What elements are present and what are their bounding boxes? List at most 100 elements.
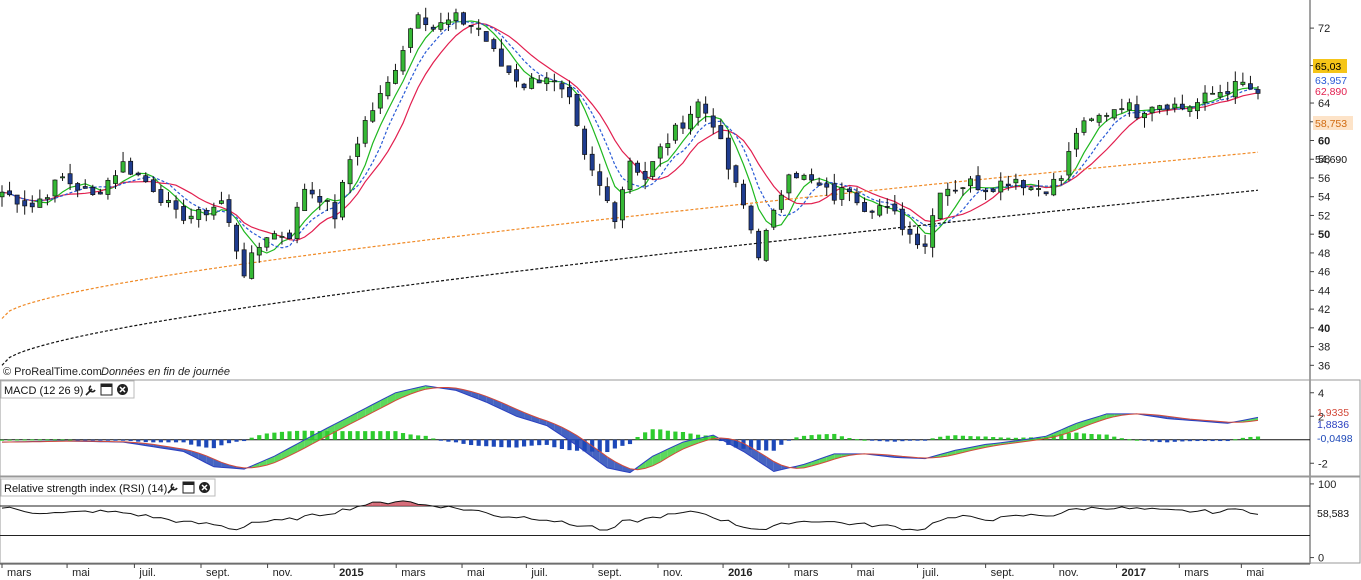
macd-histogram-bar bbox=[120, 439, 126, 441]
candle bbox=[113, 170, 118, 189]
candle bbox=[680, 115, 686, 134]
macd-histogram-bar bbox=[1248, 436, 1253, 440]
candle bbox=[0, 185, 5, 207]
candle bbox=[362, 116, 368, 148]
candle bbox=[1066, 142, 1072, 181]
macd-fill-segment bbox=[834, 453, 842, 460]
candle bbox=[582, 125, 588, 160]
candle bbox=[718, 119, 724, 140]
macd-histogram-bar bbox=[7, 439, 12, 441]
price-axis-tick-label: 36 bbox=[1318, 360, 1330, 372]
candle bbox=[1210, 86, 1216, 95]
candle bbox=[612, 200, 618, 229]
macd-histogram-bar bbox=[832, 433, 837, 440]
candle bbox=[377, 85, 383, 114]
macd-histogram-bar bbox=[15, 439, 20, 441]
macd-histogram-bar bbox=[393, 431, 398, 440]
macd-histogram-bar bbox=[741, 439, 746, 449]
macd-header: MACD (12 26 9) bbox=[0, 380, 135, 399]
macd-histogram-bar bbox=[476, 439, 481, 446]
candle bbox=[181, 199, 187, 225]
candle bbox=[188, 208, 194, 224]
candle bbox=[423, 7, 429, 32]
rsi-close-icon[interactable] bbox=[199, 482, 210, 493]
candle bbox=[710, 108, 716, 135]
macd-histogram-bar bbox=[431, 438, 436, 440]
candle bbox=[476, 19, 482, 37]
rsi-overbought-area bbox=[387, 501, 396, 506]
macd-histogram-bar bbox=[1059, 433, 1064, 440]
candle bbox=[733, 164, 739, 188]
rsi-window-icon[interactable] bbox=[182, 481, 195, 494]
candle bbox=[44, 194, 50, 206]
candle bbox=[7, 181, 12, 197]
last-close-value: 65,03 bbox=[1315, 61, 1341, 73]
candle bbox=[90, 184, 96, 196]
candle bbox=[854, 187, 860, 206]
candle bbox=[952, 180, 958, 194]
candle bbox=[105, 177, 111, 200]
macd-histogram-bar bbox=[105, 439, 111, 441]
macd-fill-segment bbox=[259, 459, 267, 467]
macd-close-icon[interactable] bbox=[117, 384, 128, 395]
macd-histogram-bar bbox=[438, 439, 443, 441]
macd-signal-line bbox=[1, 387, 1259, 471]
macd-histogram-bar bbox=[416, 435, 421, 440]
macd-axis-tick-label: 2 bbox=[1318, 411, 1324, 423]
candle bbox=[1157, 104, 1163, 114]
macd-histogram-bar bbox=[279, 431, 285, 440]
candle bbox=[52, 179, 58, 203]
macd-histogram-bar bbox=[234, 439, 239, 442]
macd-histogram-bar bbox=[211, 439, 216, 449]
macd-label: MACD (12 26 9) bbox=[4, 385, 83, 397]
macd-fill-segment bbox=[645, 456, 653, 469]
price-axis-tick-label: 46 bbox=[1318, 267, 1330, 279]
candle bbox=[203, 207, 209, 222]
candle bbox=[983, 187, 989, 200]
macd-fill-segment bbox=[614, 461, 623, 472]
price-axis-tick-label: 52 bbox=[1318, 210, 1330, 222]
candle bbox=[1172, 97, 1178, 113]
time-axis: mars mai juil. sept. nov. 2015 mars mai juil. sep… bbox=[0, 563, 1310, 579]
candle bbox=[468, 25, 474, 34]
price-axis-tick-label: 42 bbox=[1318, 304, 1330, 316]
macd-histogram-bar bbox=[718, 439, 723, 442]
time-tick-label: mars bbox=[794, 567, 819, 579]
price-axis-tick-label: 64 bbox=[1318, 98, 1330, 110]
macd-fill-segment bbox=[690, 438, 699, 446]
macd-histogram-bar bbox=[1097, 434, 1102, 440]
candle bbox=[1232, 71, 1238, 104]
macd-histogram-bar bbox=[506, 439, 512, 448]
time-tick-label: nov. bbox=[1059, 567, 1079, 579]
macd-axis-tick-label: -2 bbox=[1318, 458, 1328, 470]
macd-histogram-bar bbox=[1134, 439, 1140, 441]
macd-histogram-bar bbox=[597, 439, 602, 452]
candle bbox=[824, 177, 830, 196]
macd-histogram-bar bbox=[469, 439, 474, 446]
macd-histogram-bar bbox=[1187, 439, 1192, 442]
rsi-settings-icon[interactable] bbox=[167, 483, 178, 494]
macd-histogram-bar bbox=[907, 439, 913, 441]
candle bbox=[1021, 179, 1026, 196]
macd-histogram-bar bbox=[1149, 439, 1155, 442]
candle bbox=[1036, 180, 1042, 197]
time-tick-label: mars bbox=[1184, 567, 1209, 579]
macd-settings-icon[interactable] bbox=[85, 385, 96, 396]
macd-histogram-bar bbox=[83, 439, 88, 441]
rsi-overbought-area bbox=[395, 500, 404, 506]
candle bbox=[945, 182, 951, 206]
macd-window-icon[interactable] bbox=[100, 383, 113, 396]
candle bbox=[196, 206, 202, 228]
candle bbox=[839, 182, 845, 206]
macd-histogram-bar bbox=[249, 437, 254, 440]
candle bbox=[846, 187, 852, 202]
macd-histogram-bar bbox=[665, 430, 670, 440]
macd-histogram-bar bbox=[1210, 439, 1215, 442]
macd-histogram-bar bbox=[711, 435, 716, 440]
last-ma-blue-value: 63,957 bbox=[1315, 75, 1347, 87]
macd-fill-segment bbox=[773, 461, 782, 472]
candle bbox=[506, 65, 512, 75]
macd-histogram-bar bbox=[98, 439, 103, 441]
candle bbox=[498, 38, 504, 67]
macd-histogram-bar bbox=[302, 430, 307, 440]
